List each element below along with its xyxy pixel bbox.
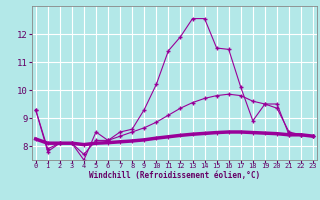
X-axis label: Windchill (Refroidissement éolien,°C): Windchill (Refroidissement éolien,°C) <box>89 171 260 180</box>
